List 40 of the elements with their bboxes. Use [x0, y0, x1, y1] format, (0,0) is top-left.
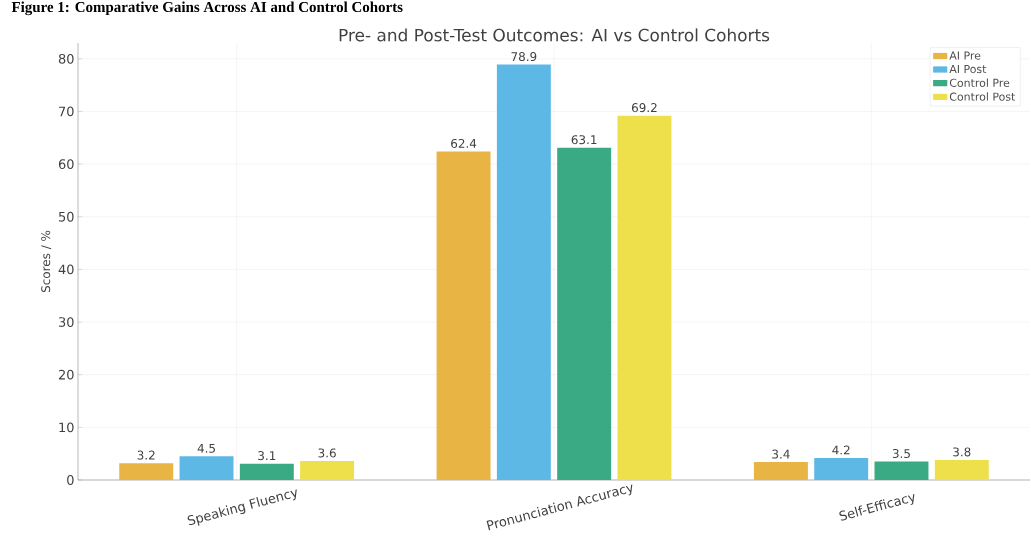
legend-label: Control Pre	[949, 78, 1010, 87]
data-label: 78.9	[511, 52, 537, 62]
data-label: 63.1	[571, 135, 597, 145]
data-label: 3.8	[953, 447, 971, 457]
data-label: 3.5	[892, 449, 910, 459]
data-label: 3.1	[258, 451, 276, 461]
y-tick-label: 30	[58, 317, 74, 327]
bar	[239, 463, 294, 480]
y-tick-label: 10	[59, 422, 74, 433]
y-tick-label: 40	[58, 264, 74, 275]
bar	[436, 151, 491, 480]
legend-label: AI Post	[949, 65, 987, 74]
y-tick-label: 60	[58, 159, 74, 169]
data-label: 4.2	[832, 445, 850, 455]
bar	[300, 461, 355, 480]
caption: Figure 1: Comparative Gains Across AI and Control Cohorts	[11, 1, 403, 16]
bar	[179, 456, 234, 480]
y-tick-label: 50	[59, 211, 74, 222]
y-tick-label: 80	[58, 53, 74, 64]
y-tick-label: 0	[67, 475, 74, 485]
bar	[874, 461, 929, 480]
bar	[617, 115, 672, 480]
data-label: 69.2	[631, 103, 657, 113]
data-label: 3.2	[137, 450, 155, 460]
y-tick-label: 20	[58, 369, 74, 380]
chart-title: Pre- and Post-Test Outcomes: AI vs Control Cohorts	[339, 28, 770, 42]
data-label: 3.4	[772, 449, 790, 459]
data-label: 62.4	[451, 138, 477, 148]
bar	[119, 463, 174, 480]
bar	[934, 459, 989, 480]
legend-label: Control Post	[949, 92, 1016, 101]
bar	[814, 457, 869, 480]
y-axis-title: Scores / %	[41, 230, 52, 293]
data-label: 4.5	[197, 443, 215, 453]
bar	[753, 462, 808, 480]
bar	[557, 147, 612, 480]
legend-label: AI Pre	[949, 51, 981, 60]
bar	[496, 64, 551, 480]
data-label: 3.6	[318, 448, 336, 458]
y-tick-label: 70	[59, 106, 74, 117]
